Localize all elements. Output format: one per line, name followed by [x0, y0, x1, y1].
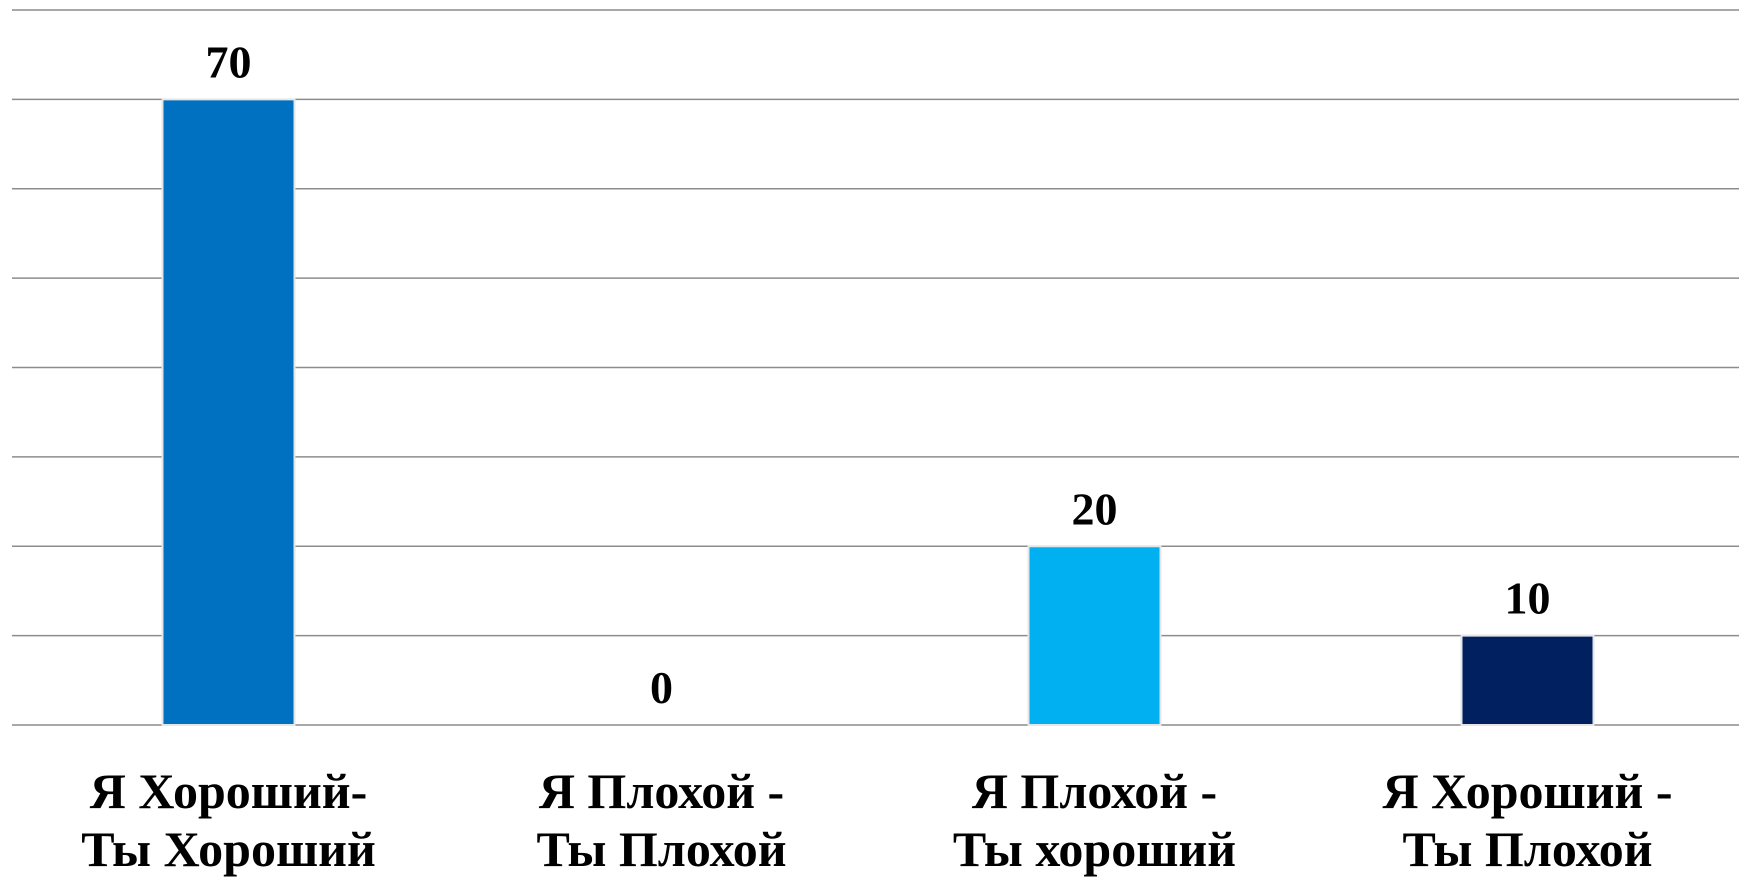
data-label-1: 70	[206, 36, 252, 87]
category-label-4-line-2: Ты Плохой	[1403, 821, 1653, 877]
bar-4	[1460, 634, 1595, 726]
gridlines	[12, 9, 1739, 726]
category-label-3-line-1: Я Плохой -	[972, 763, 1217, 819]
category-label-3-line-2: Ты хороший	[953, 821, 1236, 877]
data-labels: 70 0 20 10	[206, 36, 1551, 713]
bar-1	[161, 98, 296, 726]
category-label-4-line-1: Я Хороший -	[1383, 763, 1673, 819]
data-label-4: 10	[1505, 573, 1551, 624]
bars	[161, 98, 1595, 726]
category-label-1-line-2: Ты Хороший	[81, 821, 376, 877]
data-label-2: 0	[650, 662, 673, 713]
data-label-3: 20	[1072, 483, 1118, 534]
bar-3	[1027, 545, 1162, 726]
category-label-2-line-2: Ты Плохой	[537, 821, 787, 877]
category-label-1-line-1: Я Хороший-	[90, 763, 367, 819]
category-label-2-line-1: Я Плохой -	[539, 763, 784, 819]
